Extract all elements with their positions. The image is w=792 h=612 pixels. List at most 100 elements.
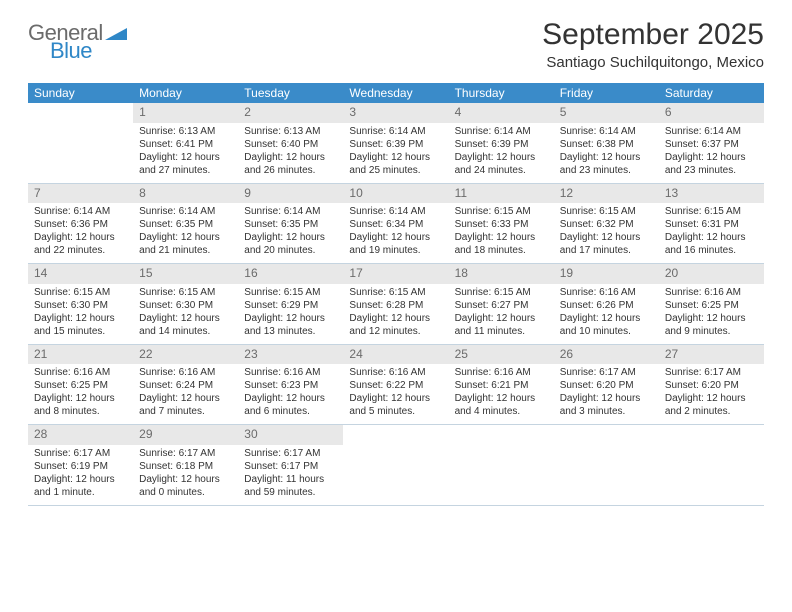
day-number: 3 bbox=[343, 103, 448, 123]
day-details: Sunrise: 6:14 AMSunset: 6:34 PMDaylight:… bbox=[343, 203, 448, 263]
day-line-ss: Sunset: 6:23 PM bbox=[244, 379, 337, 392]
day-line-dl2: and 7 minutes. bbox=[139, 405, 232, 418]
day-line-dl2: and 9 minutes. bbox=[665, 325, 758, 338]
title-block: September 2025 Santiago Suchilquitongo, … bbox=[542, 18, 764, 71]
day-line-dl2: and 12 minutes. bbox=[349, 325, 442, 338]
day-details: Sunrise: 6:15 AMSunset: 6:30 PMDaylight:… bbox=[28, 284, 133, 344]
day-line-ss: Sunset: 6:25 PM bbox=[34, 379, 127, 392]
calendar-day-cell: 6Sunrise: 6:14 AMSunset: 6:37 PMDaylight… bbox=[659, 103, 764, 183]
day-line-ss: Sunset: 6:26 PM bbox=[560, 299, 653, 312]
day-line-ss: Sunset: 6:34 PM bbox=[349, 218, 442, 231]
day-line-dl1: Daylight: 12 hours bbox=[139, 392, 232, 405]
day-details: Sunrise: 6:15 AMSunset: 6:29 PMDaylight:… bbox=[238, 284, 343, 344]
day-line-ss: Sunset: 6:39 PM bbox=[455, 138, 548, 151]
day-number: 10 bbox=[343, 184, 448, 204]
day-line-ss: Sunset: 6:22 PM bbox=[349, 379, 442, 392]
calendar-day-cell: 3Sunrise: 6:14 AMSunset: 6:39 PMDaylight… bbox=[343, 103, 448, 183]
day-line-dl2: and 18 minutes. bbox=[455, 244, 548, 257]
day-line-sr: Sunrise: 6:16 AM bbox=[665, 286, 758, 299]
day-line-dl1: Daylight: 12 hours bbox=[665, 151, 758, 164]
day-number: 26 bbox=[554, 345, 659, 365]
day-number: 5 bbox=[554, 103, 659, 123]
day-line-sr: Sunrise: 6:14 AM bbox=[349, 125, 442, 138]
calendar-day-cell: 24Sunrise: 6:16 AMSunset: 6:22 PMDayligh… bbox=[343, 344, 448, 425]
calendar-day-cell bbox=[343, 425, 448, 506]
day-line-dl2: and 2 minutes. bbox=[665, 405, 758, 418]
day-line-ss: Sunset: 6:30 PM bbox=[34, 299, 127, 312]
day-line-sr: Sunrise: 6:14 AM bbox=[139, 205, 232, 218]
calendar-day-cell: 1Sunrise: 6:13 AMSunset: 6:41 PMDaylight… bbox=[133, 103, 238, 183]
logo: General Blue bbox=[28, 18, 127, 62]
day-line-dl2: and 10 minutes. bbox=[560, 325, 653, 338]
day-number: 16 bbox=[238, 264, 343, 284]
calendar-day-cell: 2Sunrise: 6:13 AMSunset: 6:40 PMDaylight… bbox=[238, 103, 343, 183]
day-line-sr: Sunrise: 6:14 AM bbox=[349, 205, 442, 218]
day-line-dl1: Daylight: 12 hours bbox=[139, 312, 232, 325]
logo-word-2: Blue bbox=[50, 40, 127, 62]
day-line-dl1: Daylight: 12 hours bbox=[665, 392, 758, 405]
day-line-ss: Sunset: 6:40 PM bbox=[244, 138, 337, 151]
calendar-day-cell: 19Sunrise: 6:16 AMSunset: 6:26 PMDayligh… bbox=[554, 264, 659, 345]
day-details: Sunrise: 6:16 AMSunset: 6:24 PMDaylight:… bbox=[133, 364, 238, 424]
day-line-sr: Sunrise: 6:17 AM bbox=[560, 366, 653, 379]
day-line-sr: Sunrise: 6:15 AM bbox=[665, 205, 758, 218]
calendar-day-cell: 17Sunrise: 6:15 AMSunset: 6:28 PMDayligh… bbox=[343, 264, 448, 345]
calendar-day-cell: 26Sunrise: 6:17 AMSunset: 6:20 PMDayligh… bbox=[554, 344, 659, 425]
day-number: 9 bbox=[238, 184, 343, 204]
day-line-dl2: and 6 minutes. bbox=[244, 405, 337, 418]
weekday-header: Sunday bbox=[28, 83, 133, 103]
day-line-dl2: and 19 minutes. bbox=[349, 244, 442, 257]
day-line-sr: Sunrise: 6:15 AM bbox=[244, 286, 337, 299]
day-line-dl1: Daylight: 11 hours bbox=[244, 473, 337, 486]
day-line-ss: Sunset: 6:35 PM bbox=[244, 218, 337, 231]
calendar-day-cell: 12Sunrise: 6:15 AMSunset: 6:32 PMDayligh… bbox=[554, 183, 659, 264]
day-details: Sunrise: 6:13 AMSunset: 6:40 PMDaylight:… bbox=[238, 123, 343, 183]
day-line-ss: Sunset: 6:21 PM bbox=[455, 379, 548, 392]
calendar-week-row: 14Sunrise: 6:15 AMSunset: 6:30 PMDayligh… bbox=[28, 264, 764, 345]
weekday-header-row: Sunday Monday Tuesday Wednesday Thursday… bbox=[28, 83, 764, 103]
weekday-header: Monday bbox=[133, 83, 238, 103]
day-line-ss: Sunset: 6:19 PM bbox=[34, 460, 127, 473]
day-line-dl1: Daylight: 12 hours bbox=[560, 312, 653, 325]
day-line-dl1: Daylight: 12 hours bbox=[349, 231, 442, 244]
day-line-dl1: Daylight: 12 hours bbox=[349, 312, 442, 325]
day-line-sr: Sunrise: 6:16 AM bbox=[349, 366, 442, 379]
day-line-dl2: and 27 minutes. bbox=[139, 164, 232, 177]
day-line-dl2: and 5 minutes. bbox=[349, 405, 442, 418]
day-number: 19 bbox=[554, 264, 659, 284]
day-line-dl2: and 22 minutes. bbox=[34, 244, 127, 257]
calendar-table: Sunday Monday Tuesday Wednesday Thursday… bbox=[28, 83, 764, 506]
day-number: 8 bbox=[133, 184, 238, 204]
day-line-dl2: and 17 minutes. bbox=[560, 244, 653, 257]
day-line-dl2: and 1 minute. bbox=[34, 486, 127, 499]
calendar-day-cell: 23Sunrise: 6:16 AMSunset: 6:23 PMDayligh… bbox=[238, 344, 343, 425]
day-line-sr: Sunrise: 6:14 AM bbox=[665, 125, 758, 138]
day-line-sr: Sunrise: 6:17 AM bbox=[244, 447, 337, 460]
day-details: Sunrise: 6:15 AMSunset: 6:31 PMDaylight:… bbox=[659, 203, 764, 263]
day-line-dl2: and 15 minutes. bbox=[34, 325, 127, 338]
day-line-sr: Sunrise: 6:15 AM bbox=[560, 205, 653, 218]
calendar-page: General Blue September 2025 Santiago Suc… bbox=[0, 0, 792, 524]
calendar-day-cell: 7Sunrise: 6:14 AMSunset: 6:36 PMDaylight… bbox=[28, 183, 133, 264]
day-line-dl1: Daylight: 12 hours bbox=[244, 231, 337, 244]
day-line-dl1: Daylight: 12 hours bbox=[665, 231, 758, 244]
day-details: Sunrise: 6:16 AMSunset: 6:21 PMDaylight:… bbox=[449, 364, 554, 424]
day-line-dl1: Daylight: 12 hours bbox=[244, 392, 337, 405]
day-details: Sunrise: 6:14 AMSunset: 6:39 PMDaylight:… bbox=[449, 123, 554, 183]
calendar-week-row: 28Sunrise: 6:17 AMSunset: 6:19 PMDayligh… bbox=[28, 425, 764, 506]
calendar-day-cell: 8Sunrise: 6:14 AMSunset: 6:35 PMDaylight… bbox=[133, 183, 238, 264]
day-line-sr: Sunrise: 6:14 AM bbox=[560, 125, 653, 138]
calendar-day-cell: 27Sunrise: 6:17 AMSunset: 6:20 PMDayligh… bbox=[659, 344, 764, 425]
day-line-dl1: Daylight: 12 hours bbox=[560, 392, 653, 405]
day-details: Sunrise: 6:14 AMSunset: 6:38 PMDaylight:… bbox=[554, 123, 659, 183]
page-title: September 2025 bbox=[542, 18, 764, 52]
day-details: Sunrise: 6:14 AMSunset: 6:39 PMDaylight:… bbox=[343, 123, 448, 183]
day-number: 2 bbox=[238, 103, 343, 123]
day-details: Sunrise: 6:17 AMSunset: 6:17 PMDaylight:… bbox=[238, 445, 343, 505]
day-line-sr: Sunrise: 6:15 AM bbox=[455, 205, 548, 218]
day-line-dl1: Daylight: 12 hours bbox=[139, 473, 232, 486]
day-line-ss: Sunset: 6:39 PM bbox=[349, 138, 442, 151]
day-line-dl2: and 21 minutes. bbox=[139, 244, 232, 257]
day-line-sr: Sunrise: 6:15 AM bbox=[34, 286, 127, 299]
day-details: Sunrise: 6:14 AMSunset: 6:35 PMDaylight:… bbox=[238, 203, 343, 263]
